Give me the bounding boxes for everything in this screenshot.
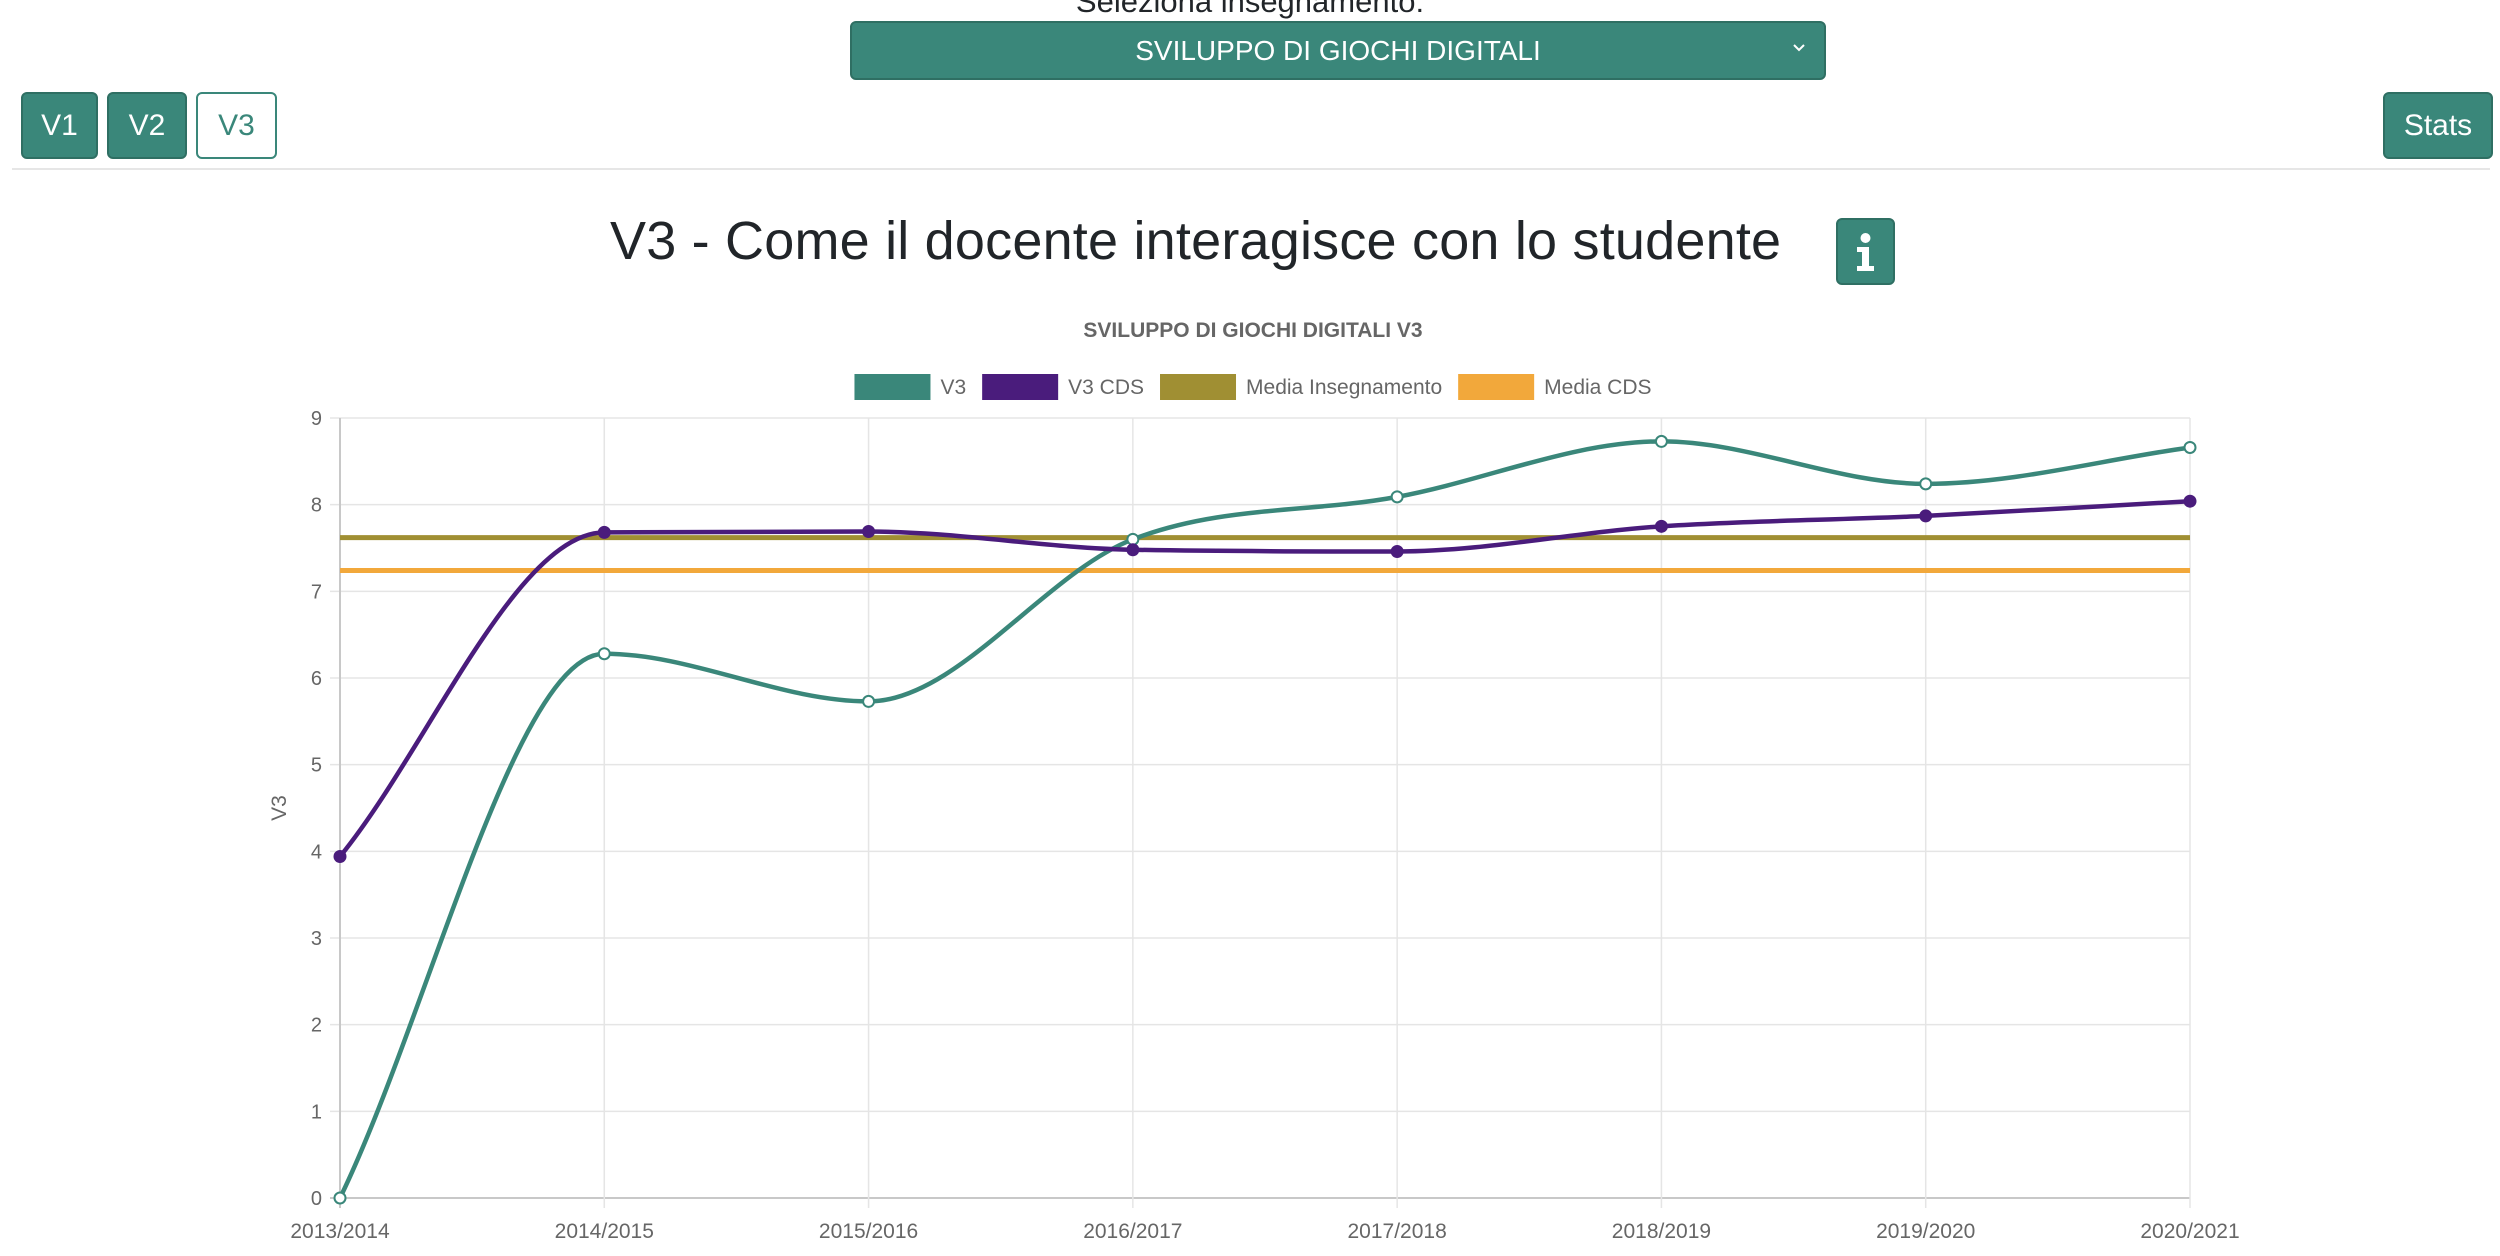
data-point-v3 [333, 1191, 347, 1205]
x-tick-label: 2016/2017 [1083, 1220, 1182, 1243]
average-lines [340, 535, 2190, 574]
y-axis-label: V3 [268, 795, 291, 821]
chart-grid [330, 417, 2191, 1208]
legend-swatch-1 [982, 374, 1059, 400]
info-icon [1857, 233, 1874, 271]
legend-label-3: Media CDS [1544, 376, 1651, 399]
data-point-v3-cds [1654, 519, 1668, 533]
series-lines [337, 439, 2191, 1199]
data-point-v3-cds [333, 850, 347, 864]
data-point-v3 [1654, 434, 1668, 448]
y-tick-label: 0 [311, 1188, 322, 1210]
y-tick-label: 1 [311, 1101, 322, 1123]
info-button[interactable] [1836, 218, 1895, 285]
data-point-v3-cds [597, 525, 611, 539]
chart-legend: V3 V3 CDS Media Insegnamento Media CDS [854, 374, 1652, 400]
series-line-0 [337, 439, 2191, 1199]
legend-swatch-2 [1160, 374, 1237, 400]
y-tick-label: 9 [311, 408, 322, 430]
y-tick-label: 5 [311, 755, 322, 777]
chart-axes: 0 1 2 3 4 5 6 7 8 9 2013/2014 2014/2015 2015/2016 201… [290, 408, 2239, 1243]
tab-v1[interactable]: V1 [21, 92, 98, 159]
legend-label-1: V3 CDS [1068, 376, 1144, 399]
y-tick-label: 3 [311, 928, 322, 950]
page-title: V3 - Come il docente interagisce con lo … [610, 211, 1782, 271]
series-line-1 [338, 498, 2191, 858]
series-points [333, 434, 2197, 1205]
y-tick-label: 7 [311, 581, 322, 603]
legend-label-2: Media Insegnamento [1246, 376, 1442, 399]
tab-v2[interactable]: V2 [107, 92, 187, 159]
data-point-v3 [1919, 477, 1933, 491]
x-tick-label: 2020/2021 [2140, 1220, 2239, 1243]
data-point-v3-cds [2183, 494, 2197, 508]
data-point-v3-cds [1126, 543, 1140, 557]
chart-title: SVILUPPO DI GIOCHI DIGITALI V3 [1083, 319, 1422, 342]
data-point-v3 [2183, 440, 2197, 454]
x-tick-label: 2017/2018 [1348, 1220, 1447, 1243]
course-select[interactable]: SVILUPPO DI GIOCHI DIGITALI [850, 21, 1826, 80]
legend-swatch-3 [1458, 374, 1535, 400]
data-point-v3 [862, 694, 876, 708]
x-tick-label: 2018/2019 [1612, 1220, 1711, 1243]
x-tick-label: 2015/2016 [819, 1220, 918, 1243]
data-point-v3 [1126, 532, 1140, 546]
data-point-v3 [597, 647, 611, 661]
legend-swatch-0 [854, 374, 931, 400]
x-tick-label: 2013/2014 [290, 1220, 390, 1243]
chevron-down-icon [1793, 44, 1805, 52]
y-tick-label: 4 [311, 841, 322, 863]
y-tick-label: 8 [311, 495, 322, 517]
legend-label-0: V3 [940, 376, 966, 399]
data-point-v3-cds [1390, 544, 1404, 558]
stats-button[interactable]: Stats [2383, 92, 2493, 159]
x-tick-label: 2019/2020 [1876, 1220, 1975, 1243]
data-point-v3-cds [862, 525, 876, 539]
data-point-v3 [1390, 490, 1404, 504]
tab-v3[interactable]: V3 [196, 92, 277, 159]
data-point-v3-cds [1919, 509, 1933, 523]
select-label: Seleziona insegnamento: [1075, 0, 1425, 19]
course-select-value: SVILUPPO DI GIOCHI DIGITALI [1135, 34, 1541, 66]
y-tick-label: 6 [311, 668, 322, 690]
header-divider [12, 168, 2490, 170]
y-tick-label: 2 [311, 1015, 322, 1037]
x-tick-label: 2014/2015 [555, 1220, 654, 1243]
